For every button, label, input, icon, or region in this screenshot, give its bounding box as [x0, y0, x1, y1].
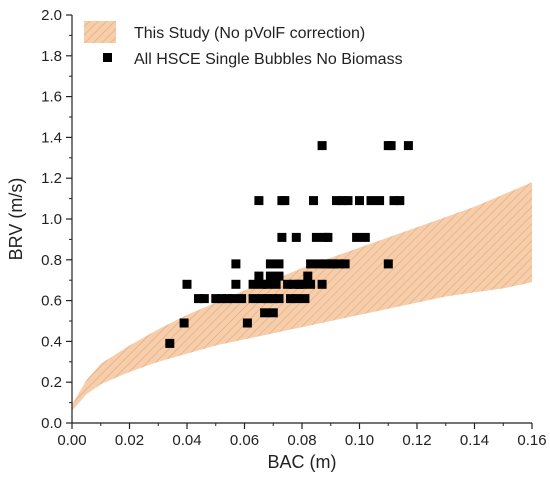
- data-point: [263, 279, 272, 289]
- data-point: [248, 294, 258, 304]
- data-point: [194, 294, 203, 304]
- x-tick-label: 0.04: [172, 432, 201, 449]
- x-tick-label: 0.00: [57, 432, 86, 449]
- data-point: [314, 259, 324, 269]
- data-point: [291, 232, 301, 242]
- x-tick-label: 0.14: [460, 432, 489, 449]
- data-point: [395, 196, 405, 206]
- x-axis-title: BAC (m): [268, 452, 337, 472]
- data-point: [332, 196, 341, 206]
- data-point: [257, 294, 267, 304]
- data-point: [317, 141, 327, 151]
- data-point: [222, 294, 232, 304]
- y-tick-label: 1.4: [41, 129, 62, 146]
- y-tick-label: 2.0: [41, 7, 62, 24]
- x-ticks: 0.00 0.02 0.04 0.06 0.08 0.10 0.12 0.14 0.16: [57, 423, 547, 449]
- data-point: [254, 196, 264, 206]
- legend-series-label: All HSCE Single Bubbles No Biomass: [134, 51, 403, 68]
- data-point: [231, 259, 241, 269]
- data-point: [329, 259, 339, 269]
- data-point: [323, 232, 333, 242]
- y-tick-label: 1.8: [41, 48, 62, 65]
- data-point: [242, 318, 252, 328]
- x-tick-label: 0.12: [402, 432, 431, 449]
- data-point: [343, 196, 353, 206]
- data-point: [334, 259, 344, 269]
- data-point: [317, 279, 327, 289]
- data-point: [182, 279, 192, 289]
- data-point: [352, 232, 362, 242]
- data-point: [386, 141, 396, 151]
- data-point: [265, 259, 275, 269]
- data-point: [260, 308, 270, 318]
- data-point: [271, 279, 281, 289]
- x-tick-label: 0.02: [115, 432, 144, 449]
- data-point: [254, 271, 264, 281]
- data-point: [265, 271, 275, 281]
- x-tick-label: 0.06: [230, 432, 259, 449]
- data-point: [274, 259, 284, 269]
- y-tick-label: 0.2: [41, 374, 62, 391]
- data-point: [355, 196, 364, 206]
- data-point: [340, 259, 350, 269]
- data-point: [309, 196, 318, 206]
- data-point: [268, 308, 278, 318]
- y-tick-label: 0.6: [41, 293, 62, 310]
- y-axis-title: BRV (m/s): [6, 178, 26, 261]
- x-tick-label: 0.16: [517, 432, 546, 449]
- data-point: [217, 294, 226, 304]
- legend: This Study (No pVolF correction) All HSC…: [84, 21, 403, 68]
- data-point: [268, 294, 278, 304]
- data-point: [375, 196, 385, 206]
- x-tick-label: 0.08: [287, 432, 316, 449]
- y-tick-label: 0.4: [41, 333, 62, 350]
- data-point: [248, 279, 258, 289]
- data-point: [366, 196, 376, 206]
- data-point: [231, 279, 241, 289]
- legend-band-label: This Study (No pVolF correction): [134, 25, 365, 42]
- y-tick-label: 0.0: [41, 415, 62, 432]
- y-ticks: 0.0 0.2 0.4 0.6 0.8 1.0 1.2 1.4 1.6 1.8 2.0: [41, 7, 72, 432]
- points-layer: [165, 141, 413, 348]
- data-point: [291, 294, 301, 304]
- y-tick-label: 1.2: [41, 170, 62, 187]
- legend-square-marker: [103, 53, 112, 62]
- data-point: [228, 294, 238, 304]
- data-point: [274, 294, 284, 304]
- y-tick-label: 1.0: [41, 211, 62, 228]
- data-point: [306, 259, 316, 269]
- data-point: [403, 141, 413, 151]
- data-point: [320, 259, 330, 269]
- data-point: [286, 294, 295, 304]
- data-point: [306, 279, 316, 289]
- data-point: [383, 259, 393, 269]
- data-point: [263, 294, 272, 304]
- data-point: [277, 232, 287, 242]
- data-point: [389, 196, 399, 206]
- x-tick-label: 0.10: [345, 432, 374, 449]
- data-point: [360, 232, 370, 242]
- data-point: [283, 279, 293, 289]
- data-point: [300, 294, 310, 304]
- data-point: [303, 271, 313, 281]
- data-point: [274, 271, 284, 281]
- y-tick-label: 1.6: [41, 89, 62, 106]
- data-point: [237, 294, 247, 304]
- data-point: [179, 318, 189, 328]
- data-point: [257, 279, 267, 289]
- y-tick-label: 0.8: [41, 252, 62, 269]
- data-point: [297, 279, 307, 289]
- data-point: [211, 294, 221, 304]
- legend-band-swatch: [84, 21, 116, 43]
- data-point: [165, 338, 175, 348]
- data-point: [337, 196, 347, 206]
- data-point: [199, 294, 209, 304]
- data-point: [311, 232, 321, 242]
- data-point: [280, 196, 290, 206]
- data-point: [288, 279, 298, 289]
